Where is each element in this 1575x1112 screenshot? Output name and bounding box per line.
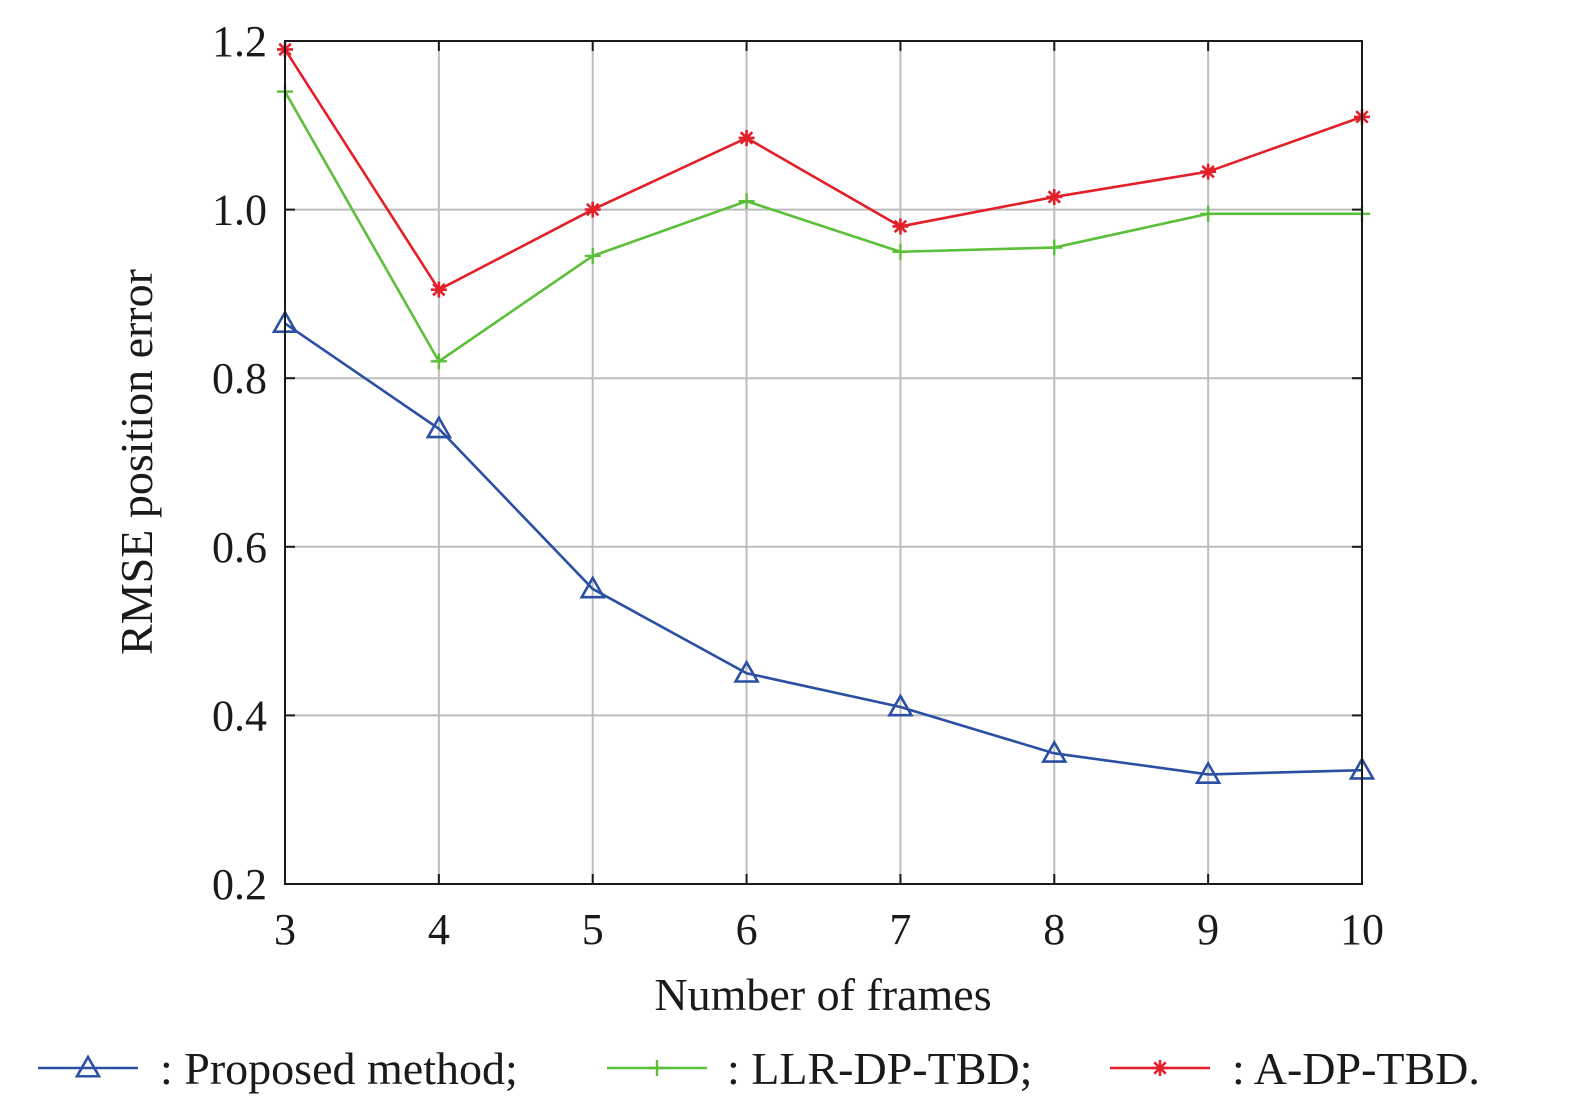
grid xyxy=(285,41,1362,884)
x-tick-label: 7 xyxy=(889,905,911,954)
data-point-triangle xyxy=(1041,739,1068,763)
data-point-triangle xyxy=(733,659,760,683)
data-point-star xyxy=(584,201,601,218)
legend-item-triangle: : Proposed method; xyxy=(38,1043,518,1094)
data-point-triangle xyxy=(579,575,606,599)
data-point-plus xyxy=(584,247,601,264)
data-point-plus xyxy=(430,353,447,370)
series-line-plus xyxy=(283,90,1362,364)
series-triangle xyxy=(271,309,1376,784)
y-tick-label: 0.6 xyxy=(212,523,267,572)
y-tick-label: 0.8 xyxy=(212,354,267,403)
data-point-star xyxy=(1046,188,1063,205)
x-tick-label: 5 xyxy=(582,905,604,954)
data-point-triangle xyxy=(887,693,914,717)
legend-marker-star xyxy=(1152,1060,1168,1076)
data-point-plus xyxy=(1046,239,1063,256)
data-point-plus xyxy=(892,243,909,260)
y-tick-label: 1.0 xyxy=(212,186,267,235)
legend-item-plus: : LLR-DP-TBD; xyxy=(607,1043,1032,1094)
legend-label: : LLR-DP-TBD; xyxy=(727,1043,1032,1094)
ticks: 3 4 5 6 7 8 9 10 0.2 0.4 0.6 0.8 1.0 1.2 xyxy=(212,17,1384,954)
y-axis-label: RMSE position error xyxy=(111,269,162,655)
x-tick-label: 6 xyxy=(736,905,758,954)
x-tick-label: 8 xyxy=(1043,905,1065,954)
y-tick-label: 0.4 xyxy=(212,691,267,740)
legend-marker-plus xyxy=(649,1060,665,1076)
x-tick-label: 9 xyxy=(1197,905,1219,954)
x-tick-label: 3 xyxy=(274,905,296,954)
legend: : Proposed method; : LLR-DP-TBD; : A-DP-TB… xyxy=(38,1043,1480,1094)
x-tick-label: 10 xyxy=(1340,905,1384,954)
data-point-star xyxy=(430,281,447,298)
plot-frame xyxy=(284,40,1363,885)
legend-label: : A-DP-TBD. xyxy=(1232,1043,1480,1094)
data-point-star xyxy=(1200,163,1217,180)
legend-label: : Proposed method; xyxy=(160,1043,518,1094)
y-tick-label: 1.2 xyxy=(212,17,267,66)
series-line-star xyxy=(283,48,1363,292)
data-point-star xyxy=(892,218,909,235)
series-line-triangle xyxy=(284,322,1363,776)
legend-marker-triangle xyxy=(74,1054,102,1078)
legend-item-star: : A-DP-TBD. xyxy=(1110,1043,1480,1094)
x-tick-label: 4 xyxy=(428,905,450,954)
plot-background xyxy=(285,41,1362,884)
x-axis-label: Number of frames xyxy=(654,969,991,1020)
data-point-plus xyxy=(1200,205,1217,222)
y-tick-label: 0.2 xyxy=(212,860,267,909)
data-point-triangle xyxy=(425,415,453,439)
data-point-star xyxy=(738,129,755,146)
data-point-plus xyxy=(738,193,755,210)
data-point-triangle xyxy=(1194,760,1222,784)
